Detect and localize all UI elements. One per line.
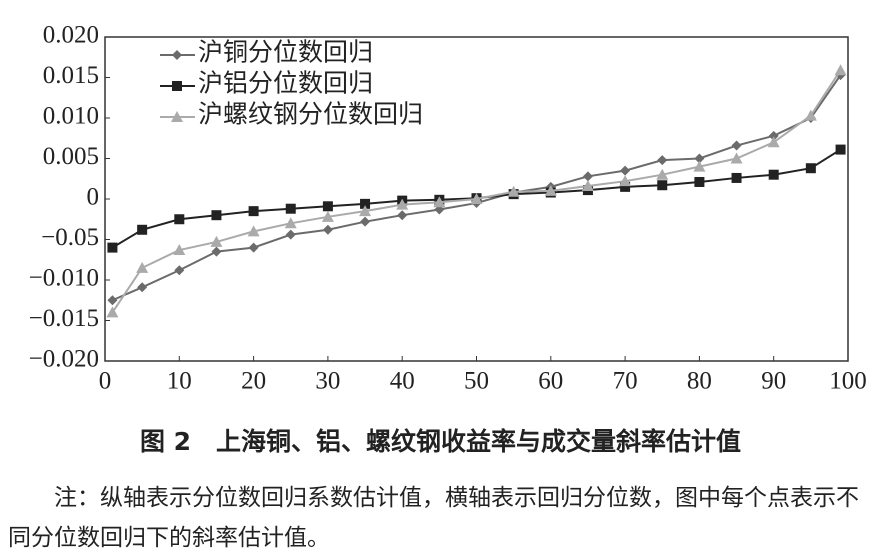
figure-caption: 图 2 上海铜、铝、螺纹钢收益率与成交量斜率估计值	[139, 427, 742, 456]
y-tick-label: −0.010	[29, 265, 99, 292]
marker	[284, 217, 297, 229]
x-tick-label: 0	[99, 368, 112, 395]
marker	[174, 214, 185, 225]
marker	[137, 224, 148, 235]
marker	[620, 165, 631, 176]
x-tick-label: 50	[464, 368, 489, 395]
marker	[470, 193, 483, 204]
marker	[620, 181, 631, 192]
marker	[804, 109, 817, 121]
x-tick-label: 70	[613, 368, 638, 395]
marker	[107, 295, 118, 306]
marker	[730, 152, 743, 164]
marker	[768, 130, 779, 141]
y-tick-label: 0.015	[43, 62, 99, 89]
marker	[247, 225, 260, 237]
marker	[397, 210, 408, 221]
y-tick-label: −0.020	[29, 346, 99, 373]
marker	[835, 144, 846, 155]
marker	[106, 306, 119, 318]
x-tick-label: 40	[390, 368, 415, 395]
marker	[581, 180, 594, 192]
marker	[657, 155, 668, 166]
marker	[107, 242, 118, 253]
y-tick-label: 0.010	[43, 103, 99, 130]
marker	[210, 235, 223, 247]
legend-label: 沪铝分位数回归	[198, 70, 373, 98]
marker	[694, 153, 705, 164]
marker	[211, 210, 222, 221]
x-tick-label: 20	[241, 368, 266, 395]
figure-note: 注：纵轴表示分位数回归系数估计值，横轴表示回归分位数，图中每个点表示不同分位数回…	[8, 485, 859, 550]
marker	[248, 242, 259, 253]
x-tick-label: 100	[829, 368, 867, 395]
marker	[321, 210, 334, 222]
y-tick-label: 0.020	[43, 22, 99, 49]
marker	[137, 282, 148, 293]
marker	[136, 261, 149, 273]
marker	[693, 160, 706, 172]
y-tick-label: −0.015	[29, 305, 99, 332]
marker	[768, 169, 779, 180]
marker	[544, 184, 557, 196]
chart: 0.020 0.015 0.010 0.005 0 −0.05 −0.010 −0.015 −0…	[29, 22, 867, 395]
marker	[396, 198, 409, 210]
x-tick-label: 10	[167, 368, 192, 395]
marker	[285, 203, 296, 214]
marker	[694, 176, 705, 187]
x-tick-label: 30	[315, 368, 340, 395]
x-tick-label: 60	[538, 368, 563, 395]
marker	[248, 206, 259, 217]
marker	[731, 140, 742, 151]
marker	[619, 175, 632, 187]
marker	[360, 198, 371, 209]
y-tick-label: 0	[87, 184, 100, 211]
marker	[173, 244, 186, 256]
marker	[360, 216, 371, 227]
marker	[834, 64, 847, 76]
legend-label: 沪铜分位数回归	[198, 39, 373, 67]
marker	[172, 81, 182, 91]
marker	[174, 265, 185, 276]
marker	[767, 136, 780, 148]
marker	[359, 205, 372, 217]
marker	[507, 185, 520, 197]
marker	[656, 168, 669, 180]
marker	[582, 171, 593, 182]
marker	[731, 172, 742, 183]
marker	[433, 196, 446, 208]
legend-label: 沪螺纹钢分位数回归	[198, 101, 423, 129]
y-tick-label: −0.05	[41, 224, 99, 251]
x-tick-label: 90	[761, 368, 786, 395]
marker	[322, 201, 333, 212]
x-tick-label: 80	[687, 368, 712, 395]
marker	[322, 224, 333, 235]
marker	[285, 229, 296, 240]
marker	[171, 111, 183, 122]
y-tick-label: 0.005	[43, 143, 99, 170]
marker	[805, 163, 816, 174]
marker	[657, 180, 668, 191]
marker	[172, 50, 182, 60]
marker	[211, 246, 222, 257]
